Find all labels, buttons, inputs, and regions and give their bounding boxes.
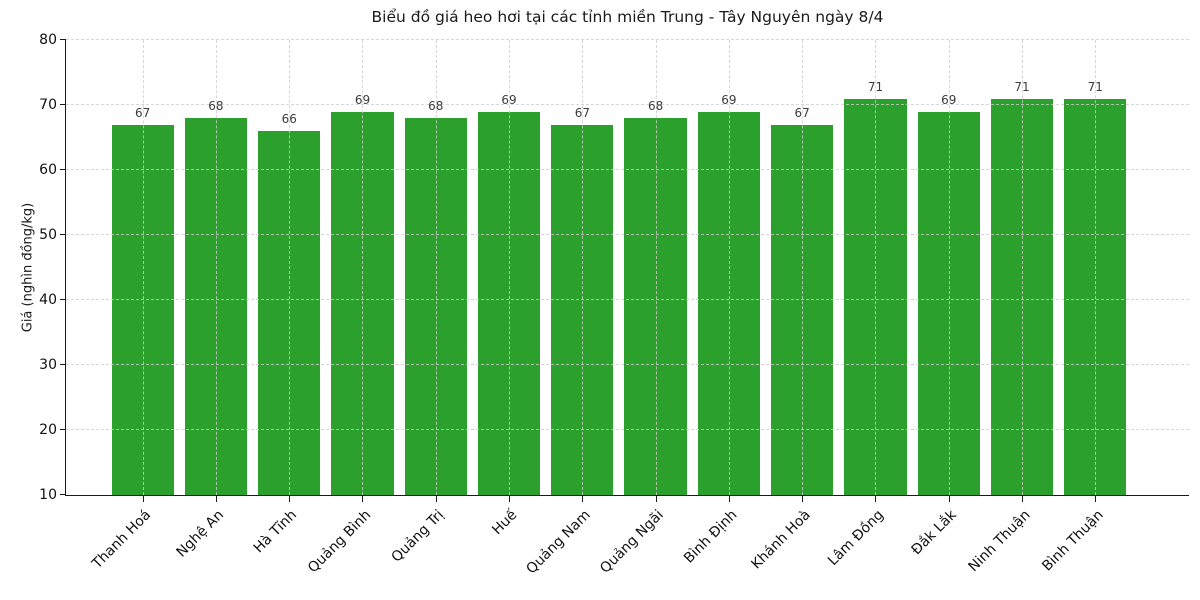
x-category-label: Hà Tĩnh [251,507,301,557]
x-tick-mark [362,496,364,502]
bar [917,111,980,495]
bar-value-label: 71 [867,79,884,94]
y-tick-mark [60,234,66,235]
bar-slot: 71 Lâm Đồng [825,40,912,569]
bar-slot: 68 Quảng Ngãi [597,40,692,577]
x-category-label: Ninh Thuận [965,507,1034,576]
x-tick-mark [435,496,437,502]
bar-value-label: 71 [1014,79,1030,94]
x-category-label: Quảng Ngãi [597,507,667,577]
bar-value-label: 69 [721,92,737,107]
bar [258,131,321,495]
bar-slot: 71 Ninh Thuận [965,40,1058,575]
y-tick-label: 80 [39,32,57,48]
bar-slot: 67 Thanh Hoá [89,40,179,572]
x-category-label: Quảng Nam [523,507,594,578]
bar [990,98,1054,495]
x-tick-mark [802,496,804,502]
y-tick-mark [60,299,66,300]
x-tick-mark [875,496,877,502]
x-category-label: Đắk Lắk [908,507,961,559]
x-category-label: Khánh Hoà [748,507,814,573]
bar-value-label: 71 [1087,79,1103,94]
x-tick-mark [215,496,217,502]
x-tick-mark [948,496,950,502]
bar [844,98,907,495]
y-tick-mark [60,364,66,365]
y-tick-mark [60,104,66,105]
x-category-label: Quảng Bình [304,507,374,577]
x-category-label: Quảng Trị [388,507,448,566]
y-tick-label: 30 [39,357,57,373]
y-tick-mark [60,39,66,40]
y-tick-mark [60,494,66,495]
y-tick-mark [60,169,66,170]
bar [404,118,467,495]
x-tick-mark [509,496,511,502]
x-category-label: Huế [489,507,521,539]
bar [111,124,174,495]
y-tick-label: 50 [39,227,57,243]
x-category-label: Nghệ An [173,507,228,561]
bar-value-label: 69 [941,92,957,107]
y-tick-mark [60,429,66,430]
bar-value-label: 68 [428,99,444,114]
y-axis-label: Giá (nghìn đồng/kg) [20,202,36,333]
bar [331,111,394,495]
y-tick-label: 10 [39,487,57,503]
bar-value-label: 67 [135,105,151,120]
y-tick-label: 40 [39,292,57,308]
bar-value-label: 67 [574,105,590,120]
x-tick-mark [1095,496,1097,502]
plot-area: 10 20 30 40 50 60 70 80 [39,32,1189,577]
bar [477,111,541,495]
bar-value-label: 68 [647,99,664,114]
x-category-label: Thanh Hoá [88,507,154,572]
bar [1064,98,1127,495]
bar-slot: 68 Nghệ An [174,40,252,561]
y-tick-label: 60 [39,162,57,178]
bar-slot: 67 Quảng Nam [523,40,619,577]
bar-slot: 69 Quảng Bình [305,40,399,576]
bar-value-label: 68 [208,99,224,114]
bar-slot: 68 Quảng Trị [389,40,472,566]
x-tick-mark [655,496,657,502]
x-tick-mark [289,496,291,502]
bar-slot: 69 Đắk Lắk [909,40,985,558]
bar-slot: 66 Hà Tĩnh [251,40,326,556]
y-tick-label: 20 [39,422,57,438]
bar-value-label: 69 [501,92,517,107]
bar-value-label: 69 [354,92,371,107]
y-tick-label: 70 [39,97,57,113]
bar [624,118,687,495]
bar-slot: 69 Huế [472,40,545,538]
x-tick-mark [728,496,730,502]
bar-value-label: 67 [794,105,810,120]
bar-slot: 67 Khánh Hoà [748,40,839,572]
x-tick-mark [142,496,144,502]
bar [184,118,248,495]
bar-slot: 71 Bình Thuận [1039,40,1132,574]
x-tick-mark [1022,496,1024,502]
x-category-label: Bình Thuận [1039,507,1107,575]
chart-title: Biểu đồ giá heo hơi tại các tỉnh miền Tr… [371,8,884,26]
x-category-label: Lâm Đồng [824,507,887,569]
x-category-label: Bình Định [680,507,741,567]
bar [771,124,834,495]
bar [551,124,614,495]
bar-slot: 69 Bình Định [681,40,765,567]
bar [697,111,761,495]
x-tick-mark [582,496,584,502]
bar-value-label: 66 [281,112,297,126]
bars-row: 67 Thanh Hoá 68 Nghệ An 66 Hà Tĩnh 69 Qu… [66,40,1189,577]
